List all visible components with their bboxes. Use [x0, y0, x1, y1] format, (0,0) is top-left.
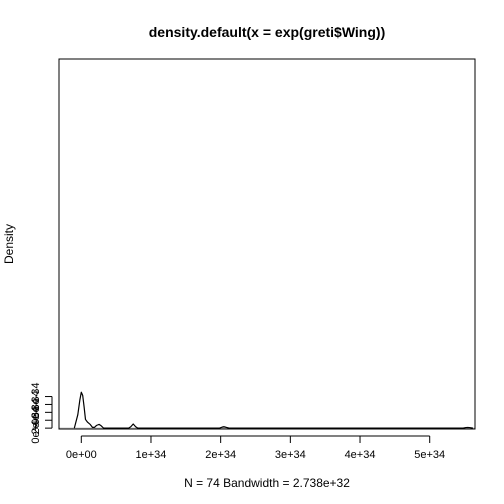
x-tick-label: 4e+34: [345, 449, 376, 461]
y-tick-label: 8e-34: [30, 382, 42, 410]
plot-frame: [59, 59, 475, 429]
y-axis-label: Density: [2, 224, 16, 264]
x-tick-label: 5e+34: [414, 449, 445, 461]
x-axis: 0e+00 1e+34 2e+34 3e+34 4e+34 5e+34: [66, 436, 445, 461]
series-layer: [74, 392, 473, 428]
x-tick-label: 1e+34: [136, 449, 167, 461]
chart-title: density.default(x = exp(greti$Wing)): [149, 24, 385, 40]
x-tick-label: 0e+00: [66, 449, 97, 461]
x-tick-label: 3e+34: [275, 449, 306, 461]
density-curve: [74, 392, 473, 428]
x-axis-label: N = 74 Bandwidth = 2.738e+32: [184, 476, 350, 490]
x-tick-label: 2e+34: [205, 449, 236, 461]
